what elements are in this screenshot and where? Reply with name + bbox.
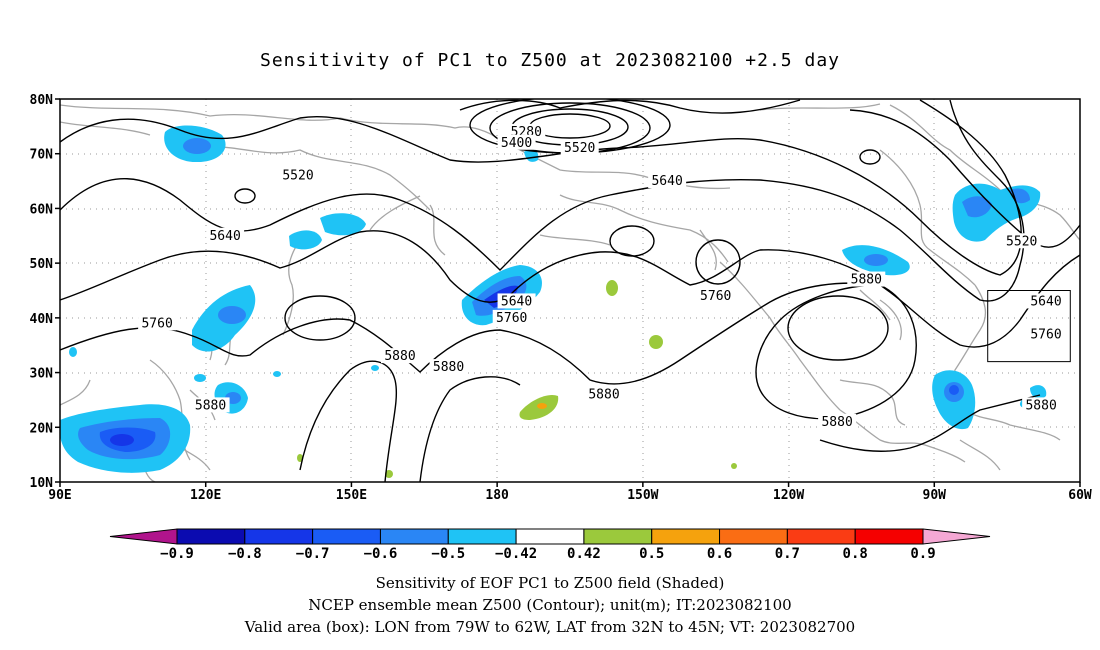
colorbar-segment	[651, 528, 721, 545]
colorbar-segment	[176, 528, 246, 545]
colorbar-segment	[244, 528, 314, 545]
svg-text:5880: 5880	[588, 387, 619, 402]
colorbar-segment	[583, 528, 653, 545]
contour-label: 5760	[138, 315, 177, 331]
chart-title: Sensitivity of PC1 to Z500 at 2023082100…	[259, 50, 840, 71]
colorbar-label: 0.7	[775, 546, 800, 562]
lat-label: 50N	[30, 257, 54, 272]
lat-label: 10N	[30, 476, 54, 491]
lon-label: 90E	[48, 488, 71, 503]
lat-label: 60N	[30, 202, 54, 217]
caption-line-3: Valid area (box): LON from 79W to 62W, L…	[244, 618, 856, 636]
colorbar-label: 0.9	[910, 546, 935, 562]
colorbar-segment	[854, 528, 924, 545]
contour-label: 5760	[492, 309, 531, 326]
colorbar-segment	[719, 528, 788, 545]
svg-text:5880: 5880	[195, 398, 226, 413]
longitude-labels: 90E 120E 150E 180 150W 120W 90W 60W	[48, 482, 1092, 503]
svg-text:5760: 5760	[496, 311, 527, 326]
colorbar-label: −0.6	[364, 546, 398, 562]
lon-label: 120W	[773, 488, 804, 503]
latitude-labels: 80N 70N 60N 50N 40N 30N 20N 10N	[30, 93, 60, 491]
contour-label: 5880	[429, 359, 468, 375]
contour-label: 5760	[696, 287, 735, 304]
contour-label: 5640	[648, 173, 687, 189]
svg-text:5520: 5520	[564, 141, 595, 156]
contour-label: 5880	[1022, 397, 1061, 413]
svg-text:5640: 5640	[1030, 294, 1061, 309]
figure-captions: Sensitivity of EOF PC1 to Z500 field (Sh…	[0, 572, 1100, 638]
caption-line-2: NCEP ensemble mean Z500 (Contour); unit(…	[308, 596, 792, 614]
colorbar-label: 0.8	[843, 546, 868, 562]
contour-label: 5640	[206, 227, 245, 244]
svg-text:5640: 5640	[209, 229, 240, 244]
contour-label: 5520	[560, 140, 599, 156]
contour-label: 5880	[381, 348, 419, 364]
svg-text:5760: 5760	[700, 289, 731, 304]
colorbar-label: −0.5	[431, 546, 465, 562]
colorbar-label: −0.8	[228, 546, 262, 562]
map-frame	[59, 98, 1081, 483]
colorbar-segment	[379, 528, 449, 545]
contour-label: 5520	[1002, 233, 1041, 249]
lon-label: 150W	[627, 488, 658, 503]
svg-text:5400: 5400	[501, 136, 532, 151]
lat-label: 20N	[30, 421, 54, 436]
caption-line-1: Sensitivity of EOF PC1 to Z500 field (Sh…	[375, 574, 725, 592]
colorbar-segment	[447, 528, 517, 545]
svg-text:5880: 5880	[851, 273, 882, 288]
contour-label: 5880	[585, 386, 623, 402]
contour-label: 5640	[1027, 293, 1065, 309]
contour-label: 5880	[191, 397, 230, 413]
svg-text:5880: 5880	[821, 415, 852, 430]
colorbar-label: 0.6	[707, 546, 732, 562]
contour-label: 5880	[847, 271, 886, 288]
contour-label: 5400	[497, 134, 536, 151]
contour-labels: 5280540055205520552056405640564056405760…	[138, 123, 1065, 430]
lon-label: 180	[485, 488, 509, 503]
svg-text:5640: 5640	[651, 174, 682, 189]
colorbar-segment	[786, 528, 856, 545]
valid-area-box	[987, 290, 1071, 363]
colorbar-segment	[515, 528, 585, 545]
colorbar: −0.9 −0.8 −0.7 −0.6 −0.5 −0.42 0.42 0.5 0.6 0.7 0.…	[109, 528, 991, 562]
svg-text:5520: 5520	[1006, 234, 1037, 249]
colorbar-high-extension	[922, 528, 991, 545]
contour-label: 5760	[1027, 326, 1065, 342]
contour-label: 5880	[818, 413, 857, 430]
colorbar-label: 0.5	[639, 546, 664, 562]
lon-label: 60W	[1068, 488, 1092, 503]
lat-label: 30N	[30, 367, 54, 382]
colorbar-low-extension	[109, 528, 178, 545]
colorbar-segment	[312, 528, 381, 545]
lon-label: 90W	[923, 488, 947, 503]
map-background	[60, 99, 1080, 482]
lon-label: 120E	[190, 488, 221, 503]
lat-label: 40N	[30, 312, 54, 327]
colorbar-label: −0.7	[296, 546, 330, 562]
svg-text:5520: 5520	[282, 169, 313, 184]
svg-text:5880: 5880	[433, 360, 464, 375]
svg-text:5880: 5880	[1025, 398, 1056, 413]
svg-text:5760: 5760	[141, 316, 172, 331]
lat-label: 80N	[30, 93, 54, 108]
colorbar-label: 0.42	[567, 546, 601, 562]
svg-text:5760: 5760	[1030, 327, 1061, 342]
contour-label: 5640	[497, 293, 536, 309]
colorbar-label: −0.9	[160, 546, 194, 562]
svg-text:5880: 5880	[384, 349, 415, 364]
sensitivity-shading	[60, 125, 1047, 478]
lon-label: 150E	[336, 488, 367, 503]
lat-label: 70N	[30, 148, 54, 163]
contour-label: 5520	[279, 167, 317, 184]
svg-text:5640: 5640	[501, 294, 532, 309]
colorbar-label: −0.42	[495, 546, 537, 562]
